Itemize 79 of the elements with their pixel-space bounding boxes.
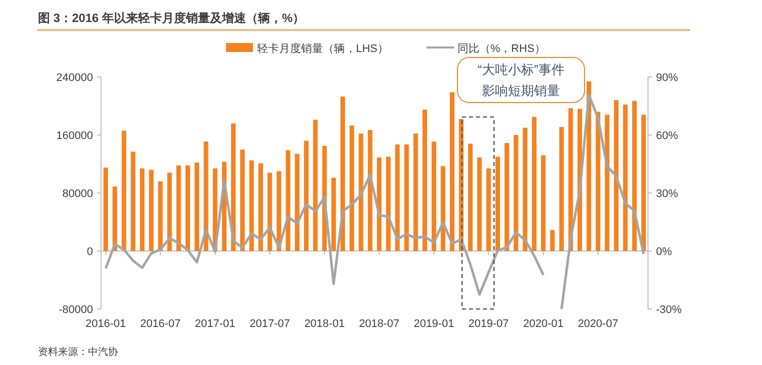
- x-tick-label: 2020-01: [523, 318, 564, 330]
- x-tick-label: 2017-01: [194, 318, 236, 330]
- bar: [504, 142, 510, 251]
- bar: [422, 110, 428, 251]
- bar: [614, 100, 619, 251]
- y-tick-label: -80000: [58, 304, 93, 316]
- bar: [477, 157, 482, 251]
- chart-title: 图 3：2016 年以来轻卡月度销量及增速（辆，%）: [38, 11, 305, 25]
- bar: [304, 140, 309, 251]
- legend-label: 同比（%，RHS）: [457, 42, 546, 55]
- bar: [122, 130, 126, 251]
- bar: [468, 144, 473, 251]
- annotation: “大吨小标”事件影响短期销量: [457, 57, 585, 103]
- bar: [596, 112, 600, 251]
- bar: [641, 114, 646, 251]
- bar: [204, 142, 208, 251]
- bar: [231, 123, 236, 251]
- x-tick-label: 2020-07: [578, 318, 618, 330]
- bar: [340, 96, 346, 251]
- bar: [313, 120, 318, 251]
- bar: [149, 170, 154, 251]
- bar: [559, 127, 564, 251]
- y2-tick-label: 90%: [656, 72, 678, 84]
- x-tick-label: 2016-07: [140, 318, 181, 330]
- y-tick-label: 0: [86, 246, 93, 258]
- x-tick-label: 2016-01: [86, 318, 126, 330]
- bar: [331, 178, 336, 251]
- bar: [368, 130, 372, 251]
- bar: [240, 150, 245, 251]
- bar: [103, 168, 108, 251]
- y-tick-label: 80000: [62, 188, 93, 200]
- bar: [276, 171, 282, 251]
- bar: [376, 157, 382, 251]
- bar: [514, 135, 518, 251]
- bar: [413, 134, 418, 251]
- bar: [294, 154, 300, 251]
- bar: [167, 172, 172, 251]
- bar: [112, 186, 118, 251]
- bar: [550, 230, 555, 251]
- x-tick-label: 2018-07: [359, 318, 400, 330]
- y2-tick-label: 60%: [656, 130, 678, 142]
- bar: [386, 156, 391, 251]
- bar: [350, 126, 354, 251]
- bar: [522, 128, 528, 251]
- legend-label: 轻卡月度销量（辆，LHS）: [257, 42, 388, 55]
- bar: [495, 156, 500, 251]
- bar: [249, 160, 254, 251]
- bar: [450, 92, 454, 251]
- bar: [185, 165, 190, 251]
- text: 资料来源：中汽协: [38, 346, 118, 358]
- y2-tick-label: 0%: [656, 246, 672, 258]
- bar: [632, 100, 637, 251]
- bar: [268, 172, 272, 251]
- bar: [404, 144, 409, 251]
- y-tick-label: 240000: [56, 72, 93, 84]
- y2-tick-label: -30%: [656, 304, 682, 316]
- y-tick-label: 160000: [56, 130, 93, 142]
- bar: [432, 142, 436, 251]
- y2-tick-label: 30%: [656, 188, 678, 200]
- bar: [158, 181, 163, 251]
- bar: [532, 116, 536, 251]
- bar: [541, 155, 546, 251]
- bar: [486, 168, 491, 251]
- bar: [358, 134, 364, 251]
- bar: [286, 150, 290, 251]
- x-tick-label: 2019-01: [414, 318, 454, 330]
- x-tick-label: 2017-07: [250, 318, 290, 330]
- bar: [623, 104, 628, 251]
- x-tick-label: 2018-01: [304, 318, 345, 330]
- bar: [130, 152, 136, 251]
- bar: [176, 165, 181, 251]
- bar: [604, 114, 610, 251]
- bar: [568, 108, 573, 251]
- bar: [258, 163, 263, 251]
- x-tick-label: 2019-07: [468, 318, 509, 330]
- bar: [440, 166, 446, 251]
- bar: [395, 144, 400, 251]
- bar: [140, 168, 144, 251]
- bar: [194, 162, 200, 251]
